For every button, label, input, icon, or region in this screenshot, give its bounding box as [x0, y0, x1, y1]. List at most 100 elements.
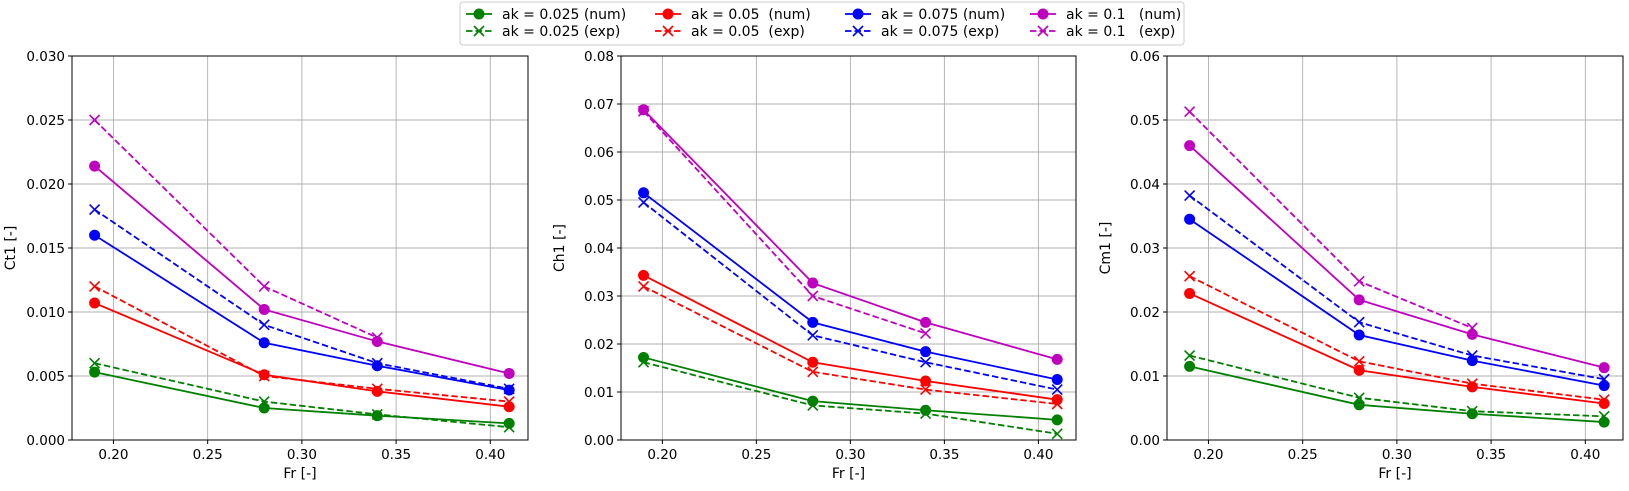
series-line — [93, 119, 378, 339]
x-tick-label: 0.25 — [193, 447, 223, 463]
series-line — [1188, 111, 1473, 329]
data-point — [1353, 399, 1365, 411]
x-tick-label: 0.30 — [1382, 447, 1412, 463]
y-tick-label: 0.03 — [584, 289, 614, 305]
data-point — [89, 366, 101, 378]
series-2-3 — [638, 269, 1063, 406]
legend-entry: ak = 0.05 (num) — [655, 7, 811, 23]
data-point — [807, 329, 819, 341]
legend-entry: ak = 0.1 (num) — [1030, 7, 1181, 23]
data-point — [503, 367, 515, 379]
data-point — [638, 187, 650, 199]
series-line — [643, 356, 1058, 421]
data-point — [1184, 360, 1196, 372]
series-3-5 — [1184, 213, 1610, 392]
series-3-2 — [1184, 349, 1610, 422]
grid — [1167, 55, 1623, 441]
chart-panels: 0.20 0.25 0.30 0.35 0.40 0.000 0.005 0.010 0.015… — [3, 49, 1624, 482]
grid — [621, 55, 1076, 441]
data-point — [371, 383, 383, 395]
series-2-2 — [637, 356, 1063, 440]
data-point — [1598, 394, 1610, 406]
data-point — [1353, 316, 1365, 328]
data-point — [258, 370, 270, 382]
legend-entry: ak = 0.075 (num) — [845, 7, 1005, 23]
data-point — [371, 335, 383, 347]
series-1-7 — [89, 160, 515, 379]
data-point — [503, 383, 515, 395]
y-tick-label: 0.04 — [1130, 177, 1160, 193]
x-tick-label: 0.20 — [647, 447, 677, 463]
data-point — [1051, 374, 1063, 386]
x-axis-label: Fr [-] — [1378, 466, 1411, 482]
legend-label: ak = 0.05 (exp) — [691, 24, 805, 40]
y-tick-label: 0.015 — [26, 241, 65, 257]
x-axis-label: Fr [-] — [832, 466, 865, 482]
series-line — [1189, 218, 1605, 387]
data-point — [1184, 140, 1196, 152]
x-tick-label: 0.40 — [1023, 447, 1053, 463]
y-tick-label: 0.025 — [26, 113, 65, 129]
data-point — [1466, 349, 1478, 362]
data-point — [1598, 362, 1610, 374]
series-line — [1189, 194, 1605, 381]
x-tick-label: 0.40 — [1570, 447, 1600, 463]
data-point — [258, 396, 270, 408]
series-line — [94, 234, 510, 391]
y-tick-label: 0.06 — [584, 145, 614, 161]
y-tick-label: 0.030 — [26, 49, 65, 65]
legend-label: ak = 0.025 (exp) — [502, 24, 620, 40]
series-2-8 — [637, 105, 932, 340]
data-point — [89, 229, 101, 241]
series-1-2 — [89, 357, 515, 433]
y-tick-label: 0.08 — [584, 49, 614, 65]
chart-panel-1: 0.20 0.25 0.30 0.35 0.40 0.000 0.005 0.010 0.015… — [3, 49, 529, 482]
data-point — [1353, 275, 1365, 287]
data-point — [1051, 414, 1063, 426]
data-point — [1051, 384, 1063, 396]
legend-marker — [662, 25, 674, 37]
series-line — [94, 208, 510, 390]
y-tick-label: 0.01 — [1130, 369, 1160, 385]
legend-label: ak = 0.075 (num) — [881, 7, 1005, 23]
legend-marker — [852, 25, 864, 37]
data-point — [1051, 353, 1063, 365]
y-axis-label: Cm1 [-] — [1098, 222, 1114, 275]
data-point — [920, 316, 932, 328]
legend-entry: ak = 0.1 (exp) — [1030, 24, 1175, 40]
data-point — [503, 384, 515, 396]
data-point — [1184, 213, 1196, 225]
series-line — [1189, 354, 1605, 418]
y-tick-label: 0.02 — [1130, 305, 1160, 321]
legend-entry: ak = 0.025 (num) — [466, 7, 626, 23]
y-tick-label: 0.010 — [26, 305, 65, 321]
y-tick-label: 0.01 — [584, 385, 614, 401]
y-tick-label: 0.02 — [584, 337, 614, 353]
data-point — [1184, 106, 1196, 118]
data-point — [503, 421, 515, 433]
series-1-4 — [89, 280, 515, 408]
y-tick-label: 0.05 — [584, 193, 614, 209]
data-point — [638, 269, 650, 281]
legend-marker — [473, 8, 485, 20]
data-point — [807, 316, 819, 328]
legend-marker — [1037, 8, 1049, 20]
series-1-8 — [89, 114, 383, 344]
y-tick-label: 0.00 — [1130, 433, 1160, 449]
x-tick-label: 0.30 — [835, 447, 865, 463]
data-point — [807, 399, 819, 412]
data-point — [258, 319, 270, 331]
y-axis-label: Ct1 [-] — [3, 226, 19, 271]
y-tick-label: 0.04 — [584, 241, 614, 257]
data-point — [920, 327, 932, 340]
data-point — [1353, 294, 1365, 306]
data-point — [1466, 322, 1478, 334]
x-tick-label: 0.40 — [475, 447, 505, 463]
series-line — [1189, 365, 1605, 423]
legend-label: ak = 0.1 (exp) — [1066, 24, 1175, 40]
legend-marker — [662, 8, 674, 20]
legend: ak = 0.025 (num)ak = 0.025 (exp) ak = 0.0… — [459, 1, 1185, 46]
y-tick-label: 0.000 — [26, 433, 65, 449]
series-3-8 — [1184, 106, 1478, 334]
